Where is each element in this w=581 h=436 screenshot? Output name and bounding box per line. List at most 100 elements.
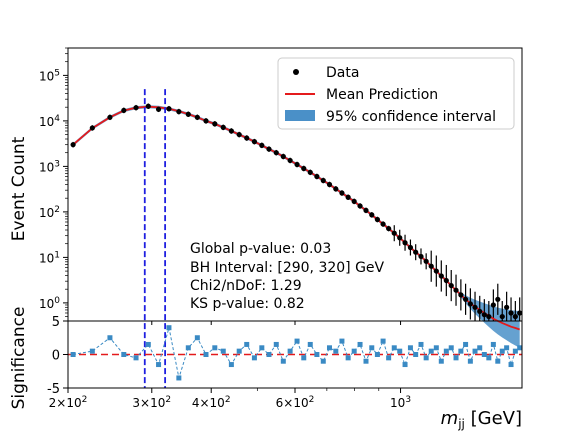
significance-point (345, 355, 351, 361)
significance-point (351, 348, 357, 354)
significance-point (423, 355, 429, 361)
significance-point (107, 335, 113, 341)
significance-point (397, 348, 403, 354)
significance-line (73, 327, 521, 379)
significance-point (326, 345, 332, 351)
data-point (428, 263, 434, 269)
data-point (326, 181, 333, 188)
data-point (244, 135, 250, 141)
data-point (413, 249, 419, 255)
significance-point (380, 338, 386, 344)
data-point (407, 244, 414, 251)
data-point (495, 296, 501, 302)
ratio-y-tick-label: 0 (52, 349, 60, 364)
legend-ci-patch (285, 110, 315, 121)
data-point (266, 146, 272, 152)
data-point (433, 268, 439, 274)
significance-point (266, 352, 272, 357)
significance-point (287, 348, 293, 354)
data-point (273, 150, 279, 156)
data-point (107, 114, 113, 120)
legend-frame (277, 57, 515, 130)
data-point (386, 225, 392, 232)
main-y-tick-label: 100 (39, 296, 60, 311)
annotation-ks-p: KS p-value: 0.82 (190, 296, 305, 312)
data-point (333, 186, 339, 192)
data-point (89, 125, 95, 131)
significance-point (495, 358, 501, 364)
main-y-tick-label: 105 (39, 68, 60, 83)
data-point (145, 103, 151, 109)
main-panel: 100 101 102 103 104 105 (39, 47, 523, 388)
legend-data-label: Data (326, 65, 359, 81)
legend-data-marker (293, 69, 299, 75)
significance-point (320, 358, 326, 364)
significance-point (70, 352, 76, 357)
significance-point (357, 341, 363, 347)
significance-point (121, 352, 127, 357)
data-point (314, 173, 320, 180)
significance-point (166, 325, 172, 331)
significance-point (176, 375, 182, 381)
data-point (121, 107, 127, 114)
data-point (490, 302, 496, 308)
significance-point (407, 345, 413, 351)
data-point (339, 190, 345, 196)
data-point (397, 235, 403, 241)
significance-point (438, 358, 444, 364)
ratio-panel: -5 0 5 2×102 3×102 4×102 6×102 103 (47, 315, 523, 410)
significance-point (273, 341, 279, 347)
data-point (351, 198, 357, 205)
significance-point (156, 362, 162, 368)
data-point (363, 207, 369, 213)
data-point (176, 109, 182, 115)
significance-point (472, 348, 478, 354)
x-axis-title-sub: jj (457, 417, 465, 431)
significance-point (333, 348, 339, 354)
data-point (472, 304, 478, 310)
data-point (499, 313, 505, 320)
significance-point (307, 341, 313, 347)
data-point (512, 313, 518, 320)
significance-point (458, 348, 464, 354)
data-point (133, 105, 139, 111)
significance-point (418, 341, 424, 347)
significance-point (453, 355, 459, 361)
significance-point (228, 362, 234, 368)
significance-point (251, 355, 257, 361)
significance-point (428, 348, 434, 354)
data-point (418, 253, 424, 260)
data-point (194, 114, 200, 120)
significance-point (212, 345, 218, 351)
significance-point (133, 355, 139, 361)
significance-point (280, 358, 286, 364)
significance-point (391, 345, 397, 351)
data-point (345, 194, 351, 200)
significance-point (244, 341, 250, 347)
x-axis-title-var: m (441, 408, 459, 429)
significance-point (517, 345, 523, 351)
annotation-box: Global p-value: 0.03 BH Interval: [290, … (190, 241, 385, 312)
significance-point (477, 345, 483, 351)
data-point (357, 203, 363, 209)
significance-point (467, 358, 473, 364)
significance-point (294, 338, 300, 344)
data-point (287, 157, 293, 164)
main-y-tick-label: 102 (39, 205, 60, 220)
significance-point (339, 338, 345, 344)
x-tick-label: 3×102 (132, 395, 171, 410)
significance-point (369, 345, 375, 351)
significance-point (486, 355, 492, 361)
data-point (504, 304, 510, 310)
data-point (481, 312, 487, 318)
annotation-bh-interval: BH Interval: [290, 320] GeV (190, 260, 385, 276)
data-point (402, 240, 408, 246)
data-point (280, 153, 286, 160)
annotation-chi2: Chi2/nDoF: 1.29 (190, 278, 302, 294)
data-point (212, 121, 218, 127)
data-point (508, 310, 514, 316)
significance-point (512, 348, 518, 354)
significance-point (203, 352, 209, 357)
data-point (70, 142, 76, 148)
data-point (166, 106, 172, 112)
